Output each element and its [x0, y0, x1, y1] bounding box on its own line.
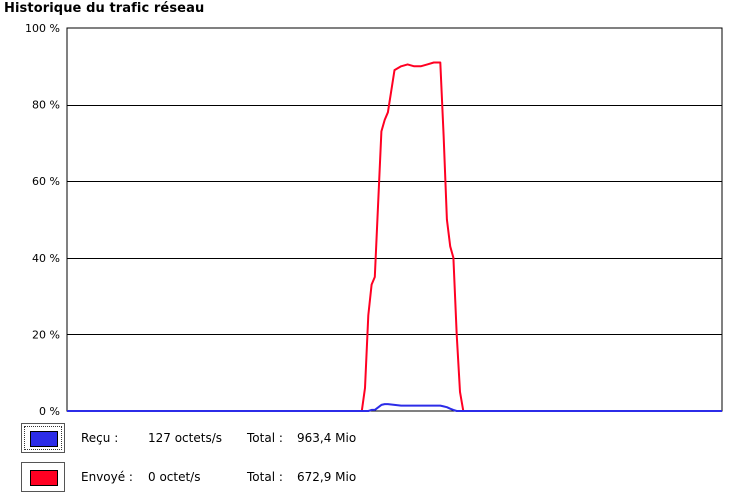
sent-total: 672,9 Mio — [297, 470, 357, 484]
legend-sent-row: Envoyé : 0 octet/s Total : 672,9 Mio — [21, 462, 721, 494]
traffic-chart: 100 % 80 % 60 % 40 % 20 % 0 % — [25, 22, 723, 418]
received-rate: 127 octets/s — [148, 431, 222, 445]
series-line-sent — [67, 61, 722, 412]
received-color-swatch — [30, 431, 58, 447]
sent-rate: 0 octet/s — [148, 470, 201, 484]
y-tick-label: 40 % — [32, 252, 60, 265]
plot-frame — [66, 27, 723, 412]
received-total-label: Total : — [247, 431, 283, 445]
series-line-received — [67, 403, 722, 412]
legend-received-row: Reçu : 127 octets/s Total : 963,4 Mio — [21, 423, 721, 455]
received-color-button[interactable] — [21, 423, 65, 453]
y-tick-label: 60 % — [32, 175, 60, 188]
sent-total-label: Total : — [247, 470, 283, 484]
sent-label: Envoyé : — [81, 470, 133, 484]
y-tick-label: 0 % — [39, 405, 60, 418]
y-tick-label: 100 % — [25, 22, 60, 35]
chart-title: Historique du trafic réseau — [4, 1, 205, 16]
sent-color-swatch — [30, 470, 58, 486]
y-tick-label: 20 % — [32, 328, 60, 341]
received-label: Reçu : — [81, 431, 119, 445]
received-total: 963,4 Mio — [297, 431, 357, 445]
y-tick-label: 80 % — [32, 99, 60, 112]
sent-color-button[interactable] — [21, 462, 65, 492]
